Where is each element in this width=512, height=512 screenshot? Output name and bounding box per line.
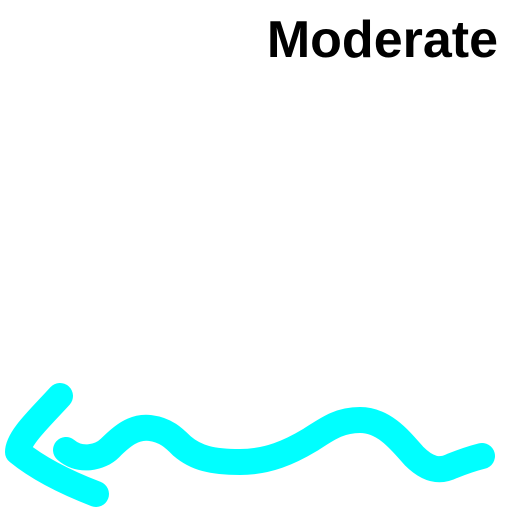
arrow-strokes	[5, 383, 495, 507]
intensity-label: Moderate	[266, 11, 498, 69]
arrow-shaft-stroke	[53, 407, 495, 483]
arrow-head-stroke	[5, 383, 109, 507]
